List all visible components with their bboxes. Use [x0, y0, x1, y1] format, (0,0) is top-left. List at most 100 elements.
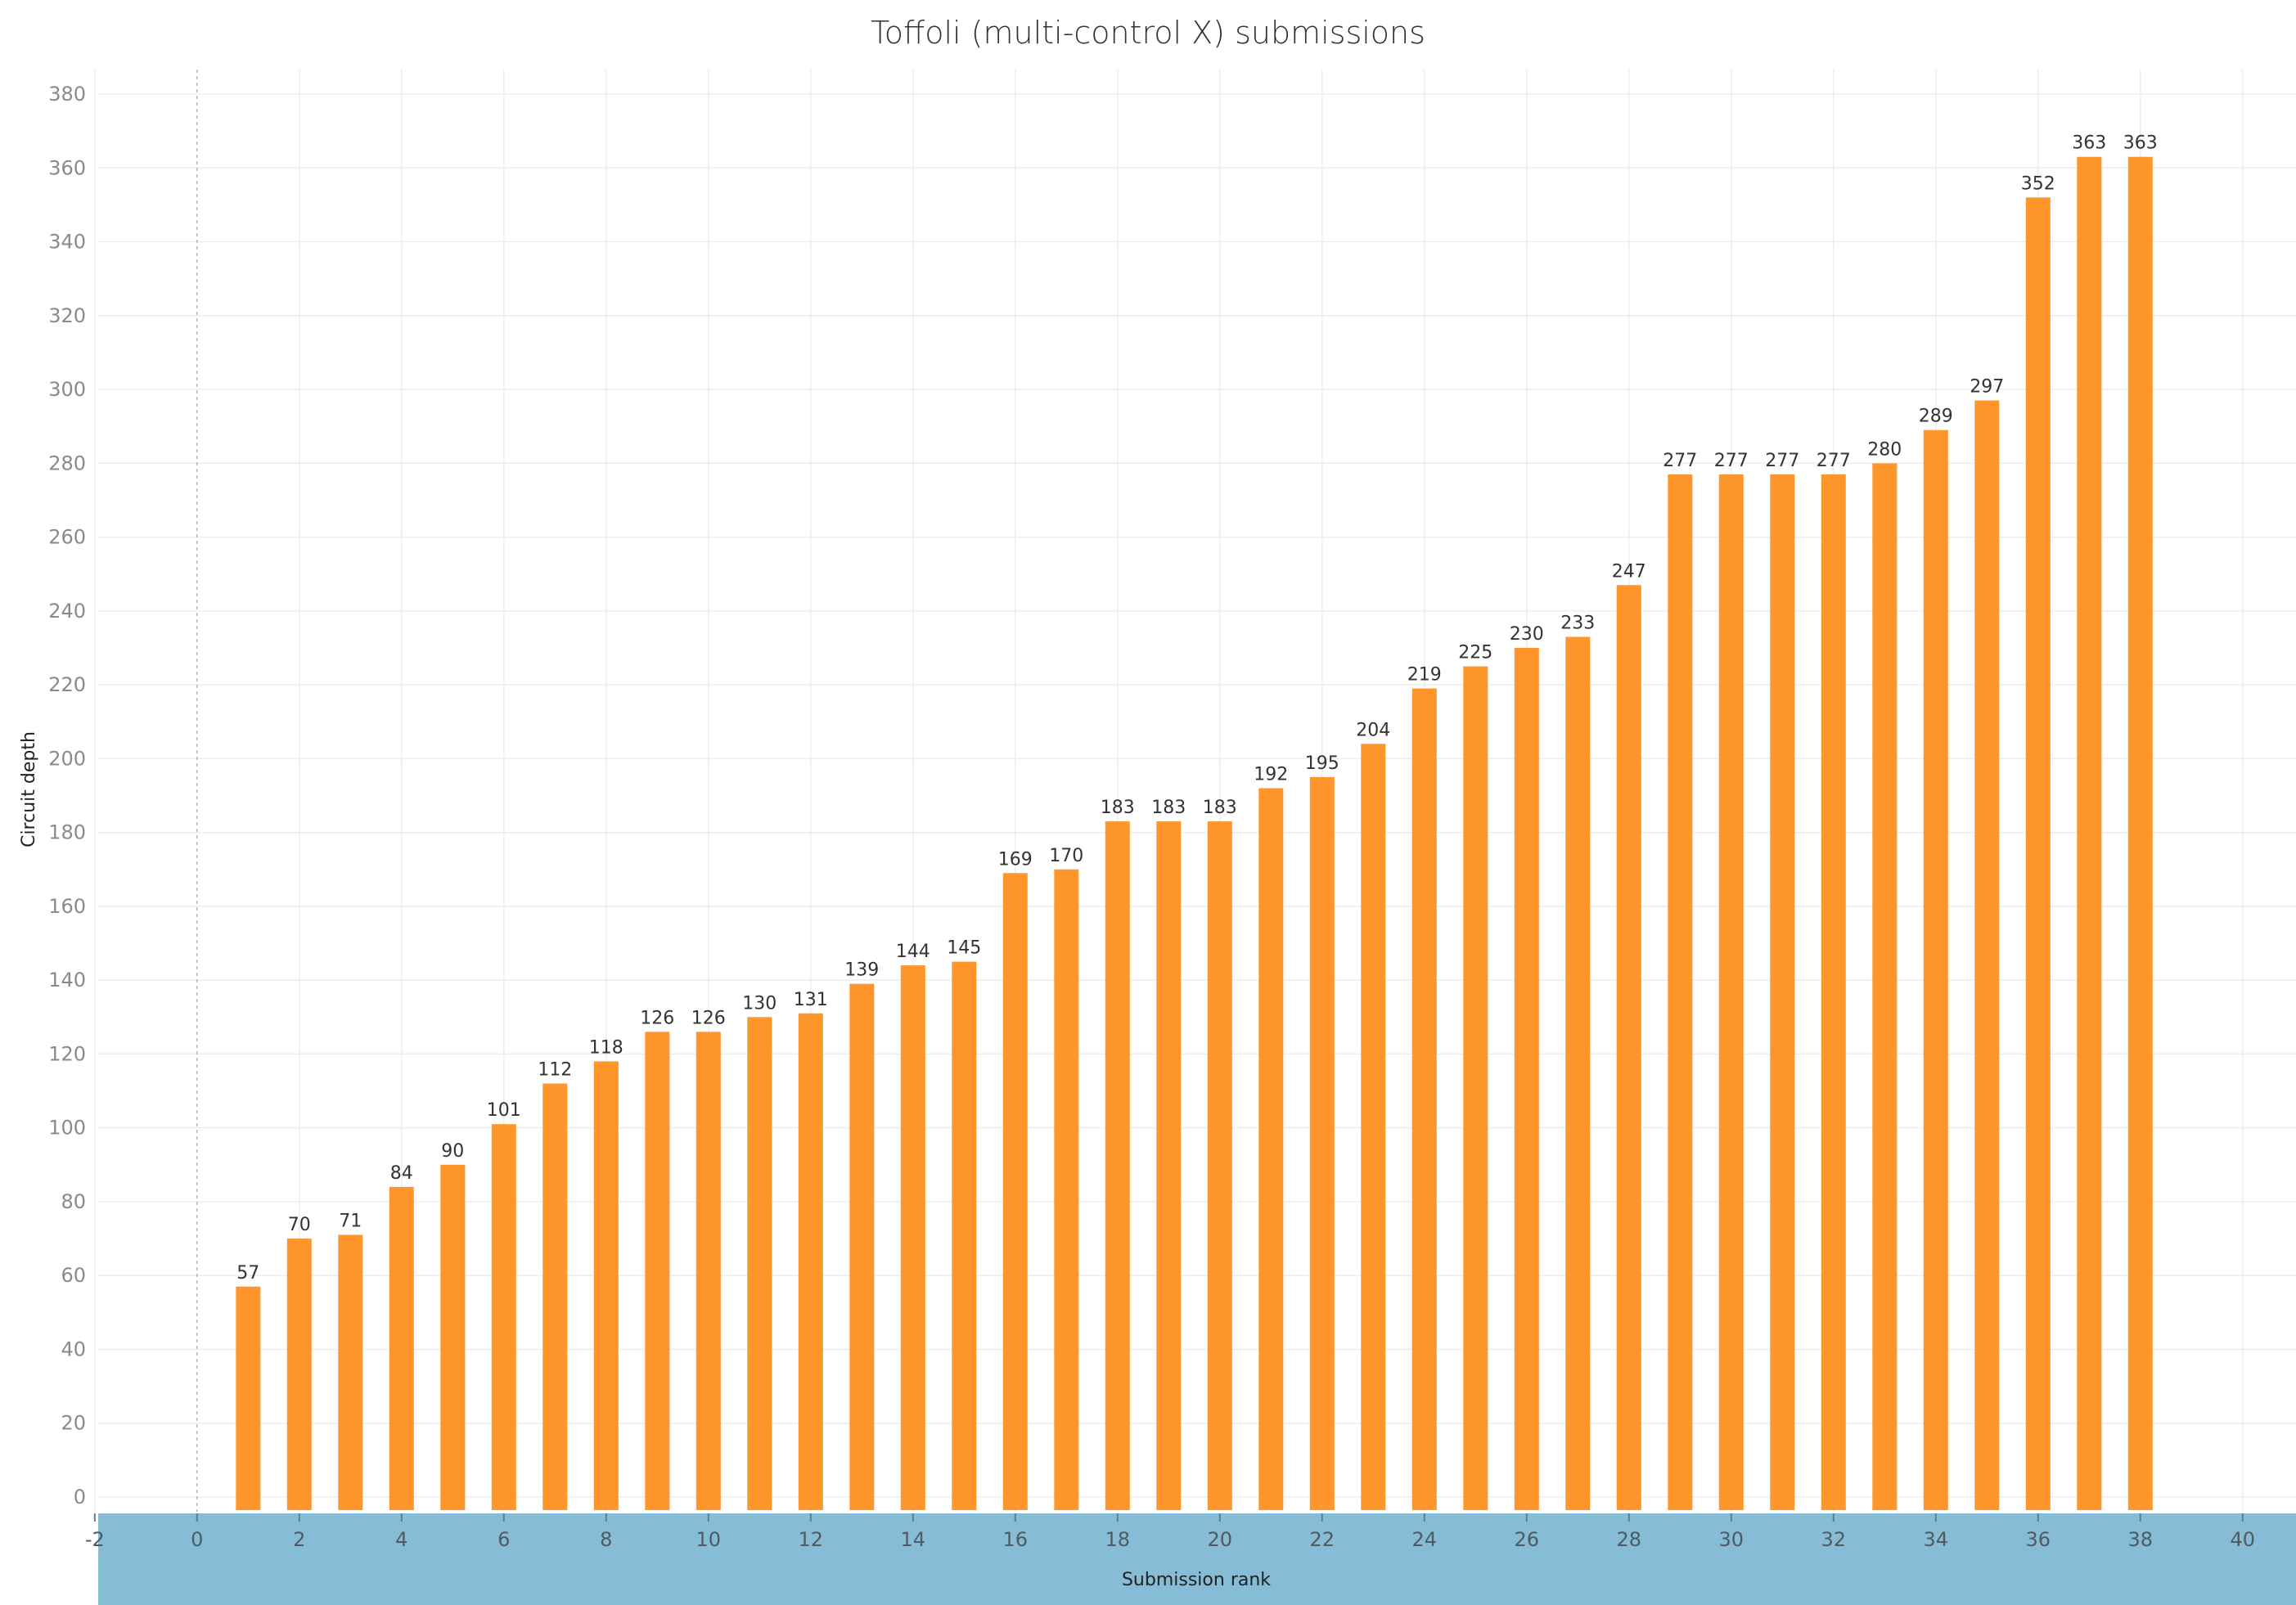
y-axis-title: Circuit depth — [19, 731, 39, 847]
x-axis-band — [98, 1513, 2296, 1605]
bar — [1054, 869, 1079, 1510]
bar-value-label: 233 — [1560, 613, 1595, 633]
bar — [1821, 474, 1846, 1511]
y-tick-label: 80 — [61, 1190, 86, 1213]
bar — [1411, 688, 1437, 1510]
y-tick-label: 60 — [61, 1264, 86, 1287]
bar-value-label: 204 — [1356, 720, 1390, 740]
y-tick-label: 280 — [48, 452, 86, 474]
x-tick-label: 22 — [1310, 1528, 1335, 1551]
y-tick-label: 0 — [74, 1486, 86, 1508]
bar-value-label: 219 — [1407, 665, 1442, 686]
bar — [645, 1032, 670, 1510]
bar-value-label: 126 — [640, 1008, 674, 1028]
bar — [747, 1017, 772, 1510]
bar-value-label: 131 — [794, 990, 828, 1010]
y-tick-label: 340 — [48, 231, 86, 254]
y-tick-label: 180 — [48, 821, 86, 844]
bar — [1923, 429, 1948, 1510]
x-tick-label: 0 — [191, 1528, 203, 1551]
x-tick-label: 8 — [600, 1528, 612, 1551]
bar-value-label: 277 — [1765, 451, 1799, 471]
x-tick-label: 36 — [2026, 1528, 2051, 1551]
x-tick-label: 24 — [1412, 1528, 1438, 1551]
bar — [1974, 400, 2000, 1511]
bar-value-label: 57 — [236, 1263, 259, 1284]
bar — [389, 1186, 414, 1510]
bar — [1309, 776, 1335, 1510]
bar-value-label: 230 — [1510, 624, 1544, 645]
bar — [1002, 873, 1028, 1510]
bar-value-label: 363 — [2123, 133, 2158, 154]
bar — [1770, 474, 1795, 1511]
bar-value-label: 192 — [1254, 764, 1288, 785]
x-tick-label: 2 — [293, 1528, 305, 1551]
bar-value-label: 277 — [1714, 451, 1749, 471]
bar-value-label: 71 — [339, 1212, 362, 1232]
y-tick-label: 380 — [48, 83, 86, 106]
bar-value-label: 352 — [2021, 173, 2055, 194]
bar — [593, 1061, 619, 1510]
x-tick-label: 28 — [1617, 1528, 1642, 1551]
bar-value-label: 70 — [288, 1215, 311, 1235]
x-tick-label: 16 — [1003, 1528, 1029, 1551]
bar-value-label: 90 — [441, 1141, 464, 1162]
bar-value-label: 169 — [998, 849, 1033, 870]
bar-value-label: 144 — [896, 942, 930, 962]
x-tick-label: -2 — [85, 1528, 105, 1551]
x-tick-label: 10 — [696, 1528, 722, 1551]
bar-value-label: 130 — [742, 993, 777, 1014]
bar-value-label: 195 — [1305, 753, 1339, 774]
bar — [542, 1083, 568, 1510]
bar-value-label: 277 — [1663, 451, 1697, 471]
y-tick-label: 140 — [48, 969, 86, 991]
bar — [1463, 666, 1488, 1510]
x-axis-title: Submission rank — [1122, 1570, 1271, 1590]
bar-value-label: 139 — [844, 960, 879, 981]
y-tick-label: 20 — [61, 1412, 86, 1435]
bar — [338, 1234, 363, 1510]
y-tick-label: 120 — [48, 1042, 86, 1065]
bar — [1361, 744, 1386, 1510]
y-tick-label: 320 — [48, 304, 86, 327]
x-tick-label: 18 — [1105, 1528, 1131, 1551]
x-tick-label: 32 — [1821, 1528, 1847, 1551]
x-tick-label: 30 — [1719, 1528, 1745, 1551]
bar — [440, 1164, 466, 1510]
grid-lines — [94, 70, 2296, 1512]
bar — [236, 1286, 261, 1510]
bar — [2025, 197, 2051, 1511]
bar — [798, 1013, 823, 1510]
data-labels: 57 70 71 84 90 101 112 118 126 126 130 131 139 144 145… — [236, 133, 2158, 1284]
bar-value-label: 225 — [1458, 643, 1492, 663]
bar — [1718, 474, 1744, 1511]
x-tick-label: 4 — [395, 1528, 407, 1551]
bar — [491, 1124, 516, 1510]
y-tick-label: 300 — [48, 378, 86, 401]
bar — [1105, 821, 1130, 1510]
bar-value-label: 183 — [1101, 798, 1135, 818]
bar — [1565, 636, 1591, 1510]
x-tick-label: 40 — [2231, 1528, 2256, 1551]
y-tick-label: 200 — [48, 747, 86, 770]
bar — [1156, 821, 1182, 1510]
bar — [1668, 474, 1693, 1511]
x-tick-label: 20 — [1208, 1528, 1233, 1551]
bar-value-label: 297 — [1970, 377, 2004, 398]
bar-value-label: 126 — [691, 1008, 726, 1028]
bar — [900, 965, 925, 1510]
y-tick-label: 40 — [61, 1338, 86, 1360]
bar — [286, 1239, 312, 1510]
bar — [1872, 463, 1898, 1510]
bar — [1514, 647, 1539, 1511]
x-tick-label: 26 — [1515, 1528, 1540, 1551]
bar-value-label: 145 — [947, 938, 981, 959]
y-tick-label: 360 — [48, 156, 86, 179]
bar-value-label: 112 — [538, 1060, 572, 1081]
y-tick-label: 260 — [48, 526, 86, 549]
chart-title: Toffoli (multi-control X) submissions — [871, 15, 1425, 51]
y-tick-label: 160 — [48, 895, 86, 918]
bar-value-label: 289 — [1919, 407, 1953, 427]
